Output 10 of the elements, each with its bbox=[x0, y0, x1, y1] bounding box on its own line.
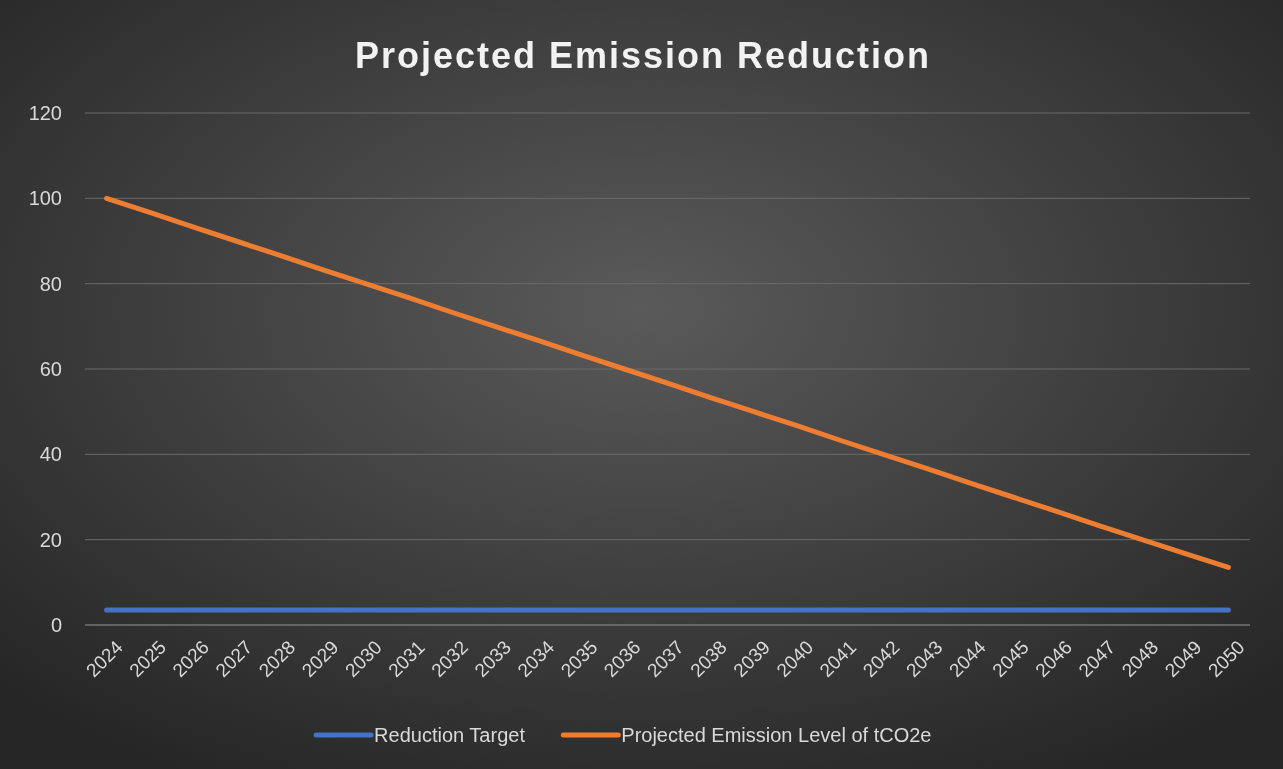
y-tick-label: 100 bbox=[28, 187, 62, 210]
y-tick-label: 0 bbox=[50, 614, 62, 636]
y-tick-label: 120 bbox=[28, 102, 62, 124]
legend-label: Projected Emission Level of tCO2e bbox=[621, 724, 932, 746]
y-tick-label: 60 bbox=[39, 358, 62, 380]
y-tick-label: 80 bbox=[39, 272, 62, 295]
y-tick-label: 20 bbox=[39, 528, 62, 551]
chart-title: Projected Emission Reduction bbox=[354, 35, 932, 76]
legend-label: Reduction Target bbox=[374, 724, 526, 746]
y-tick-label: 40 bbox=[39, 443, 62, 466]
